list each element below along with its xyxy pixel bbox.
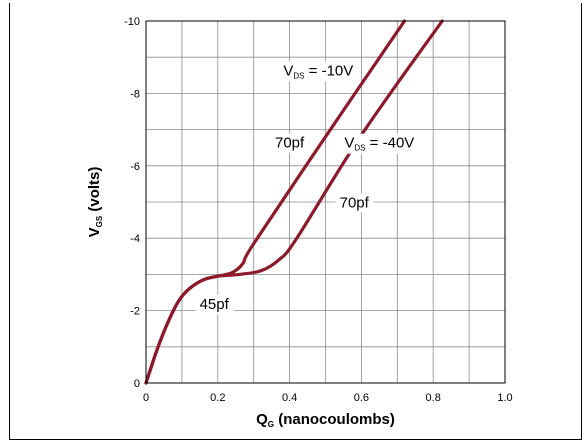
- figure-border: [9, 3, 582, 440]
- annotation-text: VDS = -40V: [344, 135, 414, 153]
- annotation-text: 45pf: [200, 296, 230, 313]
- annotation-3: 70pf: [270, 133, 310, 153]
- annotation-sub: DS: [354, 144, 365, 153]
- annotation-2: VDS = -40V: [340, 133, 419, 154]
- annotation-background: [195, 294, 234, 314]
- x-tick-label: 0: [143, 392, 149, 404]
- annotation-text: 70pf: [340, 194, 370, 211]
- y-tick-label: -10: [124, 16, 140, 28]
- annotation-main: V: [283, 62, 293, 79]
- x-axis-label: QG (nanocoulombs): [256, 411, 395, 429]
- y-tick-label: -8: [130, 88, 140, 100]
- tick-labels: 0 0.2 0.4 0.6 0.8 1.0 0 -2 -4 -6 -8 -10: [124, 16, 513, 404]
- annotation-background: [279, 61, 358, 82]
- annotation-text: VDS = -10V: [283, 62, 353, 80]
- y-axis-label: VGS (volts): [86, 167, 104, 238]
- x-axis-label-sub: G: [268, 420, 274, 429]
- annotation-background: [270, 133, 310, 153]
- annotation-text: 70pf: [275, 135, 305, 152]
- annotation-background: [335, 193, 374, 213]
- grid: [146, 21, 505, 383]
- annotation-main: V: [344, 135, 354, 152]
- y-axis-label-sub: GS: [95, 215, 104, 227]
- x-axis-label-rest: (nanocoulombs): [274, 411, 395, 428]
- y-tick-label: -4: [130, 233, 140, 245]
- annotation-rest: = -40V: [366, 135, 415, 152]
- series-lines: [144, 19, 444, 385]
- annotation-rest: = -10V: [304, 62, 353, 79]
- annotation-sub: DS: [293, 71, 304, 80]
- y-axis-label-main: V: [86, 227, 103, 237]
- annotation-1: VDS = -10V: [279, 61, 358, 82]
- x-tick-label: 1.0: [497, 392, 512, 404]
- y-tick-label: -2: [130, 306, 140, 318]
- y-tick-label: -6: [130, 161, 140, 173]
- x-axis-label-main: Q: [256, 411, 268, 428]
- annotation-background: [340, 133, 419, 154]
- annotation-5: 45pf: [195, 294, 234, 314]
- y-tick-label: 0: [134, 378, 140, 390]
- plot-frame: [145, 20, 506, 384]
- y-axis-label-rest: (volts): [86, 167, 103, 216]
- annotation-4: 70pf: [335, 193, 374, 213]
- x-tick-label: 0.8: [426, 392, 441, 404]
- series-line-2: [144, 19, 444, 385]
- x-tick-label: 0.4: [282, 392, 297, 404]
- x-tick-label: 0.6: [354, 392, 369, 404]
- x-tick-label: 0.2: [210, 392, 225, 404]
